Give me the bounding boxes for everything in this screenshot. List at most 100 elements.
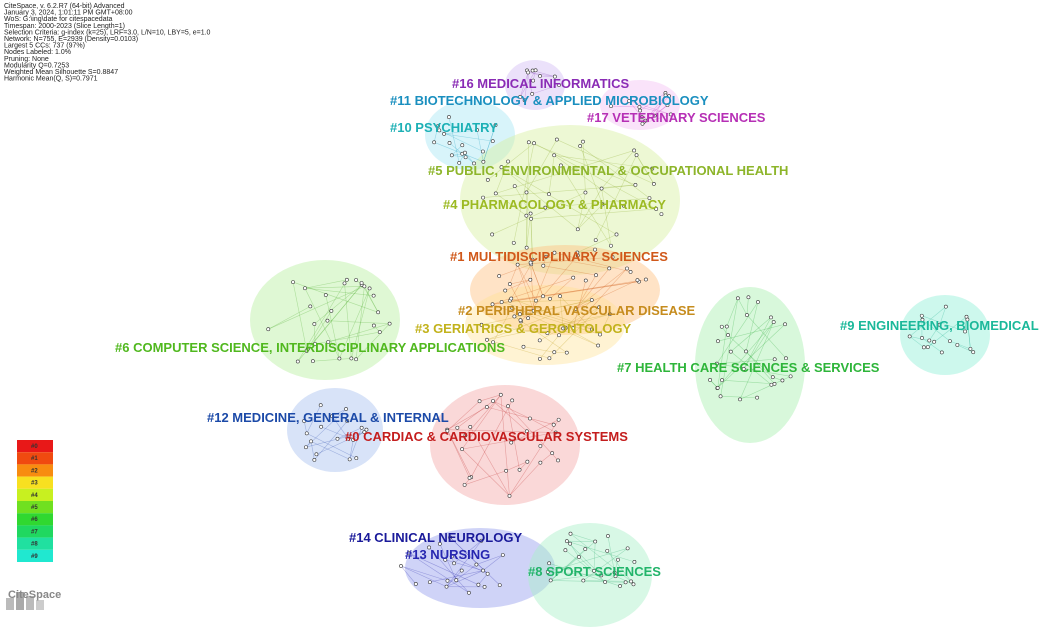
- legend-swatch: [17, 440, 53, 453]
- link: [470, 400, 513, 478]
- node: [598, 332, 602, 337]
- node: [607, 266, 612, 271]
- node: [503, 288, 508, 293]
- info-line: Selection Criteria: g-index (k=25), LRF=…: [4, 29, 211, 36]
- node: [447, 141, 452, 145]
- node: [543, 205, 548, 210]
- node: [449, 554, 454, 559]
- legend-label: #0: [31, 444, 38, 450]
- link: [492, 400, 528, 432]
- link: [434, 142, 484, 163]
- node: [498, 392, 503, 397]
- node: [634, 153, 639, 158]
- cluster-label: #12 MEDICINE, GENERAL & INTERNAL: [207, 410, 449, 425]
- link: [462, 432, 556, 450]
- node: [593, 247, 597, 252]
- node: [724, 324, 729, 329]
- link: [730, 317, 772, 352]
- node: [511, 240, 516, 245]
- link: [554, 154, 653, 169]
- link: [716, 301, 759, 364]
- node: [479, 322, 484, 327]
- node: [625, 266, 629, 271]
- link: [559, 295, 593, 330]
- node: [538, 356, 542, 361]
- node: [507, 493, 512, 498]
- node: [512, 184, 517, 188]
- link: [746, 297, 749, 316]
- link: [510, 281, 640, 301]
- node: [948, 339, 952, 343]
- link: [509, 264, 518, 285]
- link: [570, 533, 632, 582]
- node: [537, 338, 542, 343]
- link: [486, 299, 592, 341]
- node: [622, 203, 626, 208]
- link: [737, 298, 748, 316]
- link: [746, 314, 787, 359]
- node: [531, 78, 536, 83]
- link: [604, 575, 616, 583]
- node: [605, 548, 610, 553]
- link: [447, 429, 556, 433]
- node: [362, 430, 367, 435]
- link: [514, 316, 567, 353]
- link: [642, 95, 670, 124]
- node: [920, 317, 925, 322]
- node: [497, 274, 502, 278]
- link: [501, 166, 617, 235]
- link: [500, 394, 510, 496]
- node: [481, 195, 485, 200]
- node: [454, 578, 459, 583]
- link: [349, 439, 354, 460]
- node: [581, 139, 585, 144]
- node: [577, 555, 581, 559]
- link: [303, 420, 308, 434]
- legend-swatch: [17, 501, 53, 514]
- link: [509, 283, 529, 319]
- node: [772, 357, 777, 362]
- link: [595, 155, 637, 241]
- link: [292, 282, 308, 351]
- node: [650, 166, 655, 171]
- link: [481, 324, 548, 334]
- link: [433, 125, 439, 143]
- node: [482, 584, 487, 589]
- link: [448, 117, 460, 163]
- cluster-label: #1 MULTIDISCIPLINARY SCIENCES: [450, 249, 668, 264]
- link: [305, 431, 365, 448]
- link: [530, 213, 533, 260]
- link: [517, 264, 537, 301]
- link: [550, 556, 580, 581]
- node: [613, 574, 618, 579]
- node: [568, 531, 573, 536]
- node: [463, 155, 468, 160]
- node: [607, 312, 612, 317]
- node: [345, 419, 350, 423]
- node: [359, 281, 364, 285]
- link: [583, 548, 628, 581]
- node: [638, 108, 643, 113]
- cluster-label: #7 HEALTH CARE SCIENCES & SERVICES: [617, 360, 880, 375]
- link: [629, 100, 671, 115]
- link: [528, 72, 555, 77]
- link: [563, 313, 610, 329]
- link: [642, 114, 671, 125]
- node: [544, 254, 549, 259]
- link: [642, 95, 666, 124]
- node: [663, 93, 668, 98]
- node: [329, 309, 334, 313]
- link: [514, 185, 531, 214]
- link: [355, 286, 365, 360]
- node: [344, 407, 348, 411]
- link: [524, 72, 529, 101]
- link: [268, 306, 311, 330]
- node: [326, 340, 331, 344]
- node: [644, 277, 648, 282]
- link: [716, 358, 775, 364]
- link: [639, 106, 671, 115]
- node: [351, 437, 356, 442]
- link: [545, 197, 650, 208]
- legend-label: #2: [31, 468, 38, 474]
- link: [730, 351, 772, 385]
